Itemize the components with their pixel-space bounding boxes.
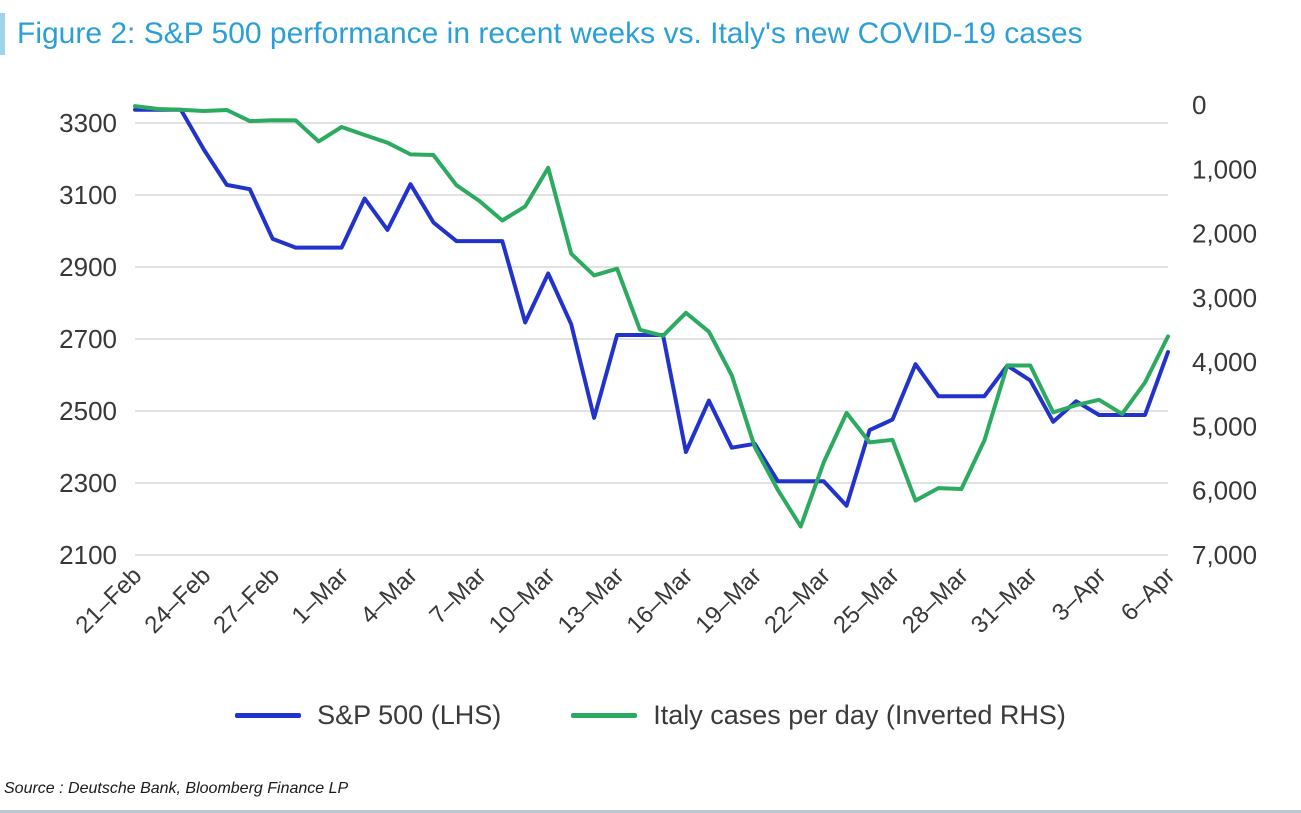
y-axis-tick-right: 5,000 bbox=[1192, 411, 1257, 441]
x-axis-tick: 10–Mar bbox=[484, 562, 561, 639]
title-accent-bar bbox=[0, 13, 5, 55]
y-axis-tick-right: 0 bbox=[1192, 90, 1206, 120]
x-axis-tick: 25–Mar bbox=[828, 562, 905, 639]
legend-label-italy: Italy cases per day (Inverted RHS) bbox=[653, 700, 1066, 730]
chart-area: 2100 2300 2500 2700 2900 3100 3300 0 1,000 2,000 3… bbox=[0, 60, 1301, 670]
x-axis-tick: 19–Mar bbox=[690, 562, 767, 639]
y-axis-tick-right: 6,000 bbox=[1192, 476, 1257, 506]
x-axis-tick: 16–Mar bbox=[622, 562, 699, 639]
x-axis-tick: 7–Mar bbox=[424, 562, 491, 629]
y-axis-tick-left: 2500 bbox=[59, 396, 117, 426]
figure-title: Figure 2: S&P 500 performance in recent … bbox=[17, 17, 1083, 50]
italy-line bbox=[133, 104, 1170, 529]
y-axis-tick-right: 7,000 bbox=[1192, 540, 1257, 570]
y-axis-tick-left: 2700 bbox=[59, 324, 117, 354]
y-axis-tick-right: 1,000 bbox=[1192, 154, 1257, 184]
sp500-line bbox=[133, 107, 1170, 508]
line-chart: 2100 2300 2500 2700 2900 3100 3300 0 1,000 2,000 3… bbox=[59, 90, 1257, 639]
y-axis-tick-left: 3300 bbox=[59, 108, 117, 138]
x-axis-tick: 22–Mar bbox=[759, 562, 836, 639]
y-axis-tick-left: 2100 bbox=[59, 540, 117, 570]
figure-header: Figure 2: S&P 500 performance in recent … bbox=[0, 0, 1301, 60]
y-axis-tick-right: 3,000 bbox=[1192, 283, 1257, 313]
legend-item-italy: Italy cases per day (Inverted RHS) bbox=[571, 700, 1066, 731]
sp500-line-swatch bbox=[235, 713, 302, 718]
chart-legend: S&P 500 (LHS) Italy cases per day (Inver… bbox=[0, 700, 1301, 731]
y-axis-tick-right: 4,000 bbox=[1192, 347, 1257, 377]
x-axis-tick: 28–Mar bbox=[897, 562, 974, 639]
x-axis-tick: 6–Apr bbox=[1116, 562, 1180, 626]
y-axis-tick-left: 2300 bbox=[59, 468, 117, 498]
x-axis-tick: 31–Mar bbox=[966, 562, 1043, 639]
legend-label-sp500: S&P 500 (LHS) bbox=[317, 700, 502, 730]
x-axis-tick: 1–Mar bbox=[287, 562, 354, 629]
y-axis-tick-right: 2,000 bbox=[1192, 219, 1257, 249]
x-axis-tick: 4–Mar bbox=[356, 562, 423, 629]
x-axis-tick: 21–Feb bbox=[71, 562, 148, 639]
source-note: Source : Deutsche Bank, Bloomberg Financ… bbox=[4, 780, 349, 797]
x-axis-tick: 13–Mar bbox=[553, 562, 630, 639]
y-axis-tick-left: 2900 bbox=[59, 252, 117, 282]
y-axis-tick-left: 3100 bbox=[59, 180, 117, 210]
x-axis-tick: 24–Feb bbox=[139, 562, 216, 639]
legend-item-sp500: S&P 500 (LHS) bbox=[235, 700, 501, 731]
x-axis-tick: 27–Feb bbox=[208, 562, 285, 639]
x-axis-tick: 3–Apr bbox=[1047, 562, 1111, 626]
italy-line-swatch bbox=[571, 713, 638, 718]
